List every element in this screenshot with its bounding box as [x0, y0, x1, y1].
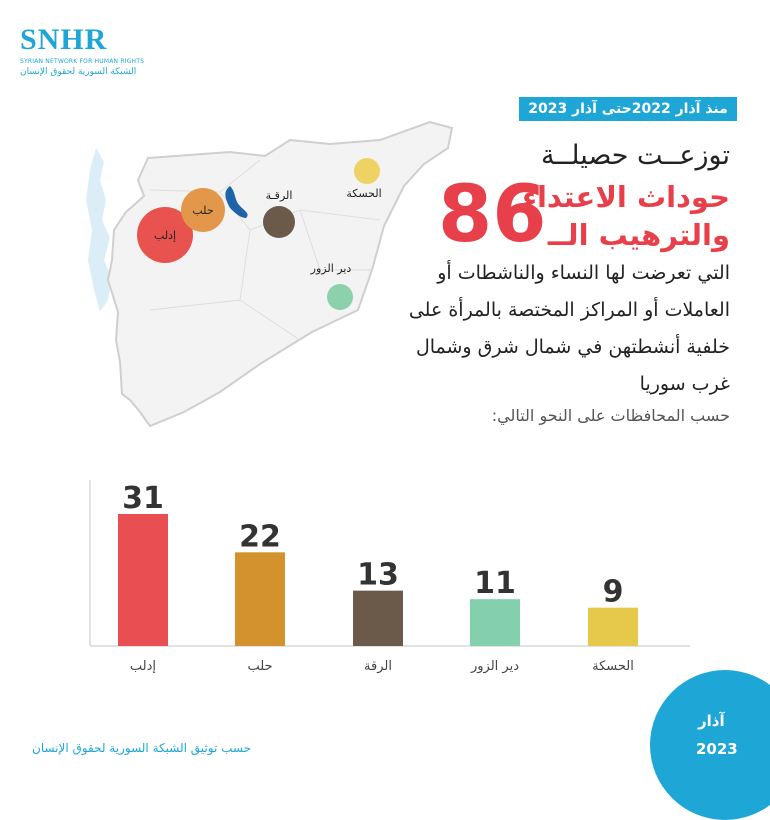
bar-category-label-0: إدلب	[130, 659, 156, 674]
bubble-label-aleppo: حلب	[192, 204, 213, 217]
bubble-label-raqqa: الرقـة	[266, 189, 293, 202]
bar-3	[470, 599, 520, 646]
bar-category-label-4: الحسكة	[592, 659, 634, 674]
bar-value-label-4: 9	[603, 575, 624, 610]
bar-value-label-1: 22	[239, 519, 281, 554]
bar-value-label-3: 11	[474, 566, 516, 601]
bar-category-label-3: دير الزور	[470, 659, 519, 674]
period-badge: منذ آذار 2022حتى آذار 2023	[519, 97, 737, 121]
bubble-label-deir-ez-zor: دير الزور	[310, 262, 352, 275]
bar-category-label-2: الرقة	[364, 659, 392, 674]
bubble-raqqa	[263, 206, 295, 238]
corner-month: آذار	[698, 712, 725, 730]
logo-main-text: SNHR	[20, 23, 108, 56]
bubble-label-hasakah: الحسكة	[346, 187, 381, 200]
bar-value-label-2: 13	[357, 558, 399, 593]
footer-source: حسب توثيق الشبكة السورية لحقوق الإنسان	[32, 741, 251, 755]
coast-shadow	[86, 148, 112, 312]
bar-0	[118, 514, 168, 646]
syria-map: إدلب حلب الرقـة الحسكة دير الزور	[86, 120, 454, 428]
bubble-label-idlib: إدلب	[154, 229, 176, 242]
bubble-idlib	[137, 207, 193, 263]
logo-english-text: SYRIAN NETWORK FOR HUMAN RIGHTS	[20, 58, 145, 65]
bar-category-label-1: حلب	[247, 659, 272, 674]
euphrates-lake	[225, 186, 248, 218]
logo-arabic-text: الشبكة السورية لحقوق الإنسان	[20, 67, 137, 77]
bubble-deir-ez-zor	[327, 284, 353, 310]
bar-1	[235, 552, 285, 646]
headline-line2: حوداث الاعتداء والترهيب الــ	[522, 180, 730, 252]
corner-year: 2023	[696, 740, 738, 758]
bar-value-label-0: 31	[122, 481, 164, 516]
bar-4	[588, 607, 638, 646]
bubble-hasakah	[354, 158, 380, 184]
total-number: 86	[438, 170, 547, 260]
description-text: التي تعرضت لها النساء والناشطات أو العام…	[408, 262, 730, 395]
bar-2	[353, 590, 403, 646]
subheading: حسب المحافظات على النحو التالي:	[491, 406, 730, 425]
headline-line1: توزعــت حصيلــة	[540, 140, 730, 171]
bar-chart: 31 إدلب 22 حلب 13 الرقة 11 دير الزور 9 الحسكة	[89, 480, 690, 674]
bubble-aleppo	[181, 188, 225, 232]
snhr-logo: SNHR SYRIAN NETWORK FOR HUMAN RIGHTS الش…	[20, 22, 160, 78]
